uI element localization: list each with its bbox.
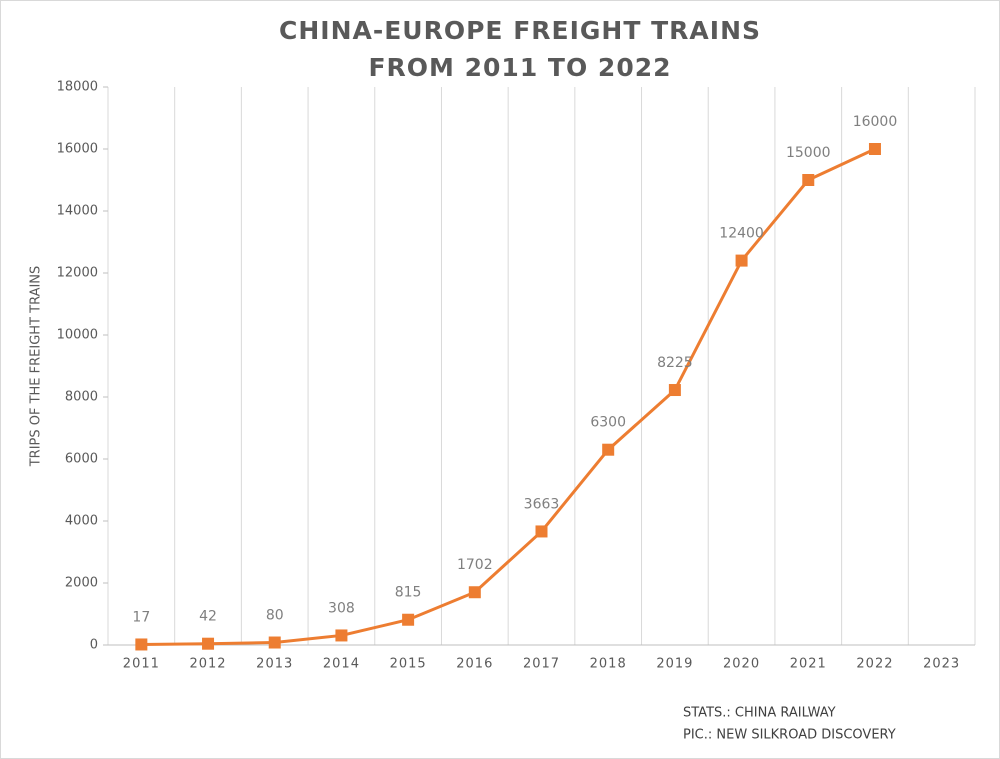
x-tick-label: 2015: [390, 657, 427, 672]
y-tick-label: 10000: [57, 328, 98, 343]
data-label: 15000: [786, 145, 831, 161]
x-tick-label: 2013: [256, 657, 293, 672]
marker: [735, 254, 748, 267]
y-tick-label: 16000: [57, 142, 98, 157]
marker: [802, 174, 815, 186]
y-axis-label: TRIPS OF THE FREIGHT TRAINS: [29, 266, 44, 468]
data-label: 308: [328, 600, 355, 616]
marker: [668, 384, 681, 397]
data-label: 16000: [853, 114, 898, 130]
x-tick-label: 2011: [123, 657, 160, 672]
x-tick-label: 2018: [590, 657, 627, 672]
marker: [535, 525, 548, 538]
x-tick-label: 2014: [323, 657, 360, 672]
marker: [202, 637, 215, 650]
marker: [335, 629, 348, 642]
marker: [402, 613, 415, 626]
x-tick-label: 2016: [456, 657, 493, 672]
y-tick-label: 0: [90, 638, 98, 653]
marker: [268, 636, 281, 649]
line: [141, 147, 876, 646]
chart-title: CHINA-EUROPE FREIGHT TRAINS: [279, 16, 761, 45]
data-label: 8225: [657, 355, 693, 371]
marker: [135, 638, 148, 651]
data-label: 80: [266, 608, 284, 624]
y-tick-label: 6000: [65, 452, 98, 467]
y-tick-label: 4000: [65, 514, 98, 529]
data-label: 17: [132, 609, 150, 625]
x-tick-label: 2021: [790, 657, 827, 672]
source-note: STATS.: CHINA RAILWAY: [683, 706, 836, 721]
x-tick-label: 2023: [923, 657, 960, 672]
x-tick-label: 2020: [723, 657, 760, 672]
marker: [868, 143, 881, 155]
data-label: 6300: [590, 415, 626, 431]
y-tick-label: 12000: [57, 266, 98, 281]
data-label: 3663: [524, 496, 560, 512]
x-tick-label: 2017: [523, 657, 560, 672]
y-tick-label: 2000: [65, 576, 98, 591]
x-tick-label: 2022: [856, 657, 893, 672]
marker: [602, 443, 615, 456]
y-tick-label: 18000: [57, 80, 98, 95]
x-tick-label: 2019: [656, 657, 693, 672]
y-tick-label: 14000: [57, 204, 98, 219]
chart-title: FROM 2011 TO 2022: [368, 53, 671, 82]
marker: [468, 586, 481, 599]
x-tick-label: 2012: [189, 657, 226, 672]
source-note: PIC.: NEW SILKROAD DISCOVERY: [683, 728, 896, 743]
data-label: 815: [395, 585, 422, 601]
data-label: 42: [199, 609, 217, 625]
data-label: 1702: [457, 557, 493, 573]
data-label: 12400: [719, 226, 764, 242]
y-tick-label: 8000: [65, 390, 98, 405]
